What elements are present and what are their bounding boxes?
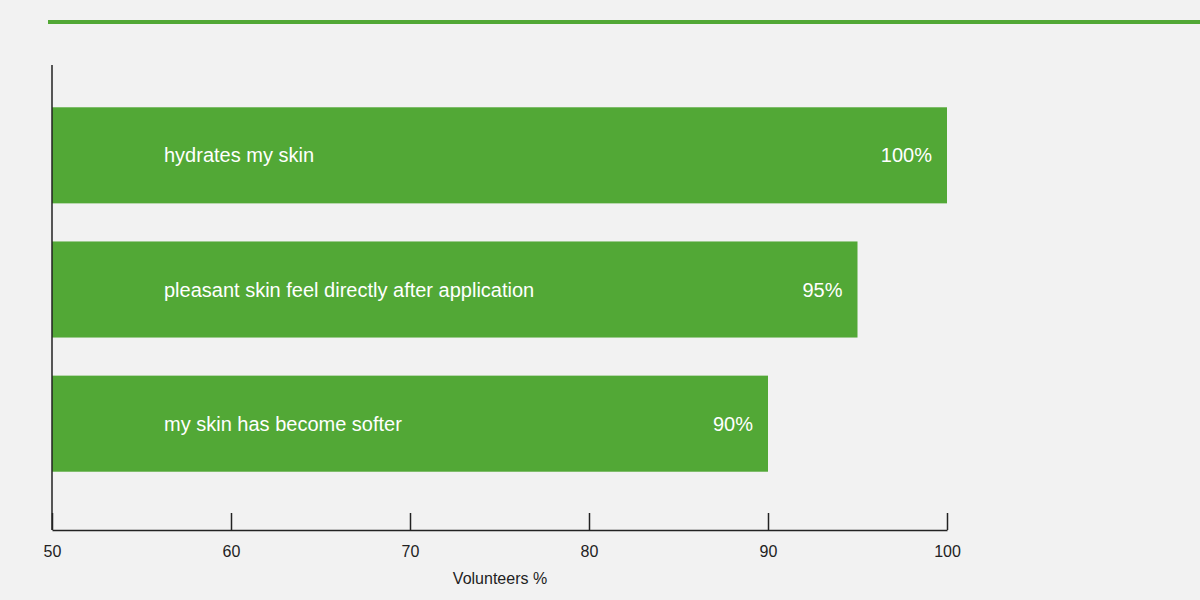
top-rule xyxy=(48,20,1200,24)
tick: 100 xyxy=(934,513,961,560)
bar xyxy=(52,107,947,203)
bar xyxy=(52,376,768,472)
tick-mark xyxy=(52,513,54,530)
tick: 50 xyxy=(44,513,62,560)
tick-label: 70 xyxy=(402,543,420,560)
x-axis: 50 60 70 80 90 100 xyxy=(44,513,961,560)
background xyxy=(0,0,1200,600)
tick: 60 xyxy=(223,513,241,560)
x-axis-title: Volunteers % xyxy=(453,570,547,587)
y-axis-line xyxy=(51,65,53,530)
category-label: pleasant skin feel directly after applic… xyxy=(164,279,534,301)
tick-mark xyxy=(768,513,770,530)
data-label: 90% xyxy=(713,413,753,435)
tick-mark xyxy=(410,513,412,530)
data-labels: 100% 95% 90% xyxy=(713,144,932,434)
bars xyxy=(52,107,947,471)
tick-label: 60 xyxy=(223,543,241,560)
category-labels: hydrates my skin pleasant skin feel direc… xyxy=(164,144,534,434)
tick-mark xyxy=(947,513,949,530)
bar xyxy=(52,241,858,337)
data-label: 95% xyxy=(802,279,842,301)
tick: 80 xyxy=(581,513,599,560)
data-label: 100% xyxy=(881,144,932,166)
category-label: hydrates my skin xyxy=(164,144,314,166)
tick-label: 90 xyxy=(760,543,778,560)
category-label: my skin has become softer xyxy=(164,413,402,435)
tick-mark xyxy=(589,513,591,530)
tick-label: 50 xyxy=(44,543,62,560)
x-axis-line xyxy=(53,530,948,532)
tick-label: 100 xyxy=(934,543,961,560)
tick: 90 xyxy=(760,513,778,560)
tick-label: 80 xyxy=(581,543,599,560)
tick-mark xyxy=(231,513,233,530)
chart: hydrates my skin pleasant skin feel direc… xyxy=(0,0,1200,600)
tick: 70 xyxy=(402,513,420,560)
